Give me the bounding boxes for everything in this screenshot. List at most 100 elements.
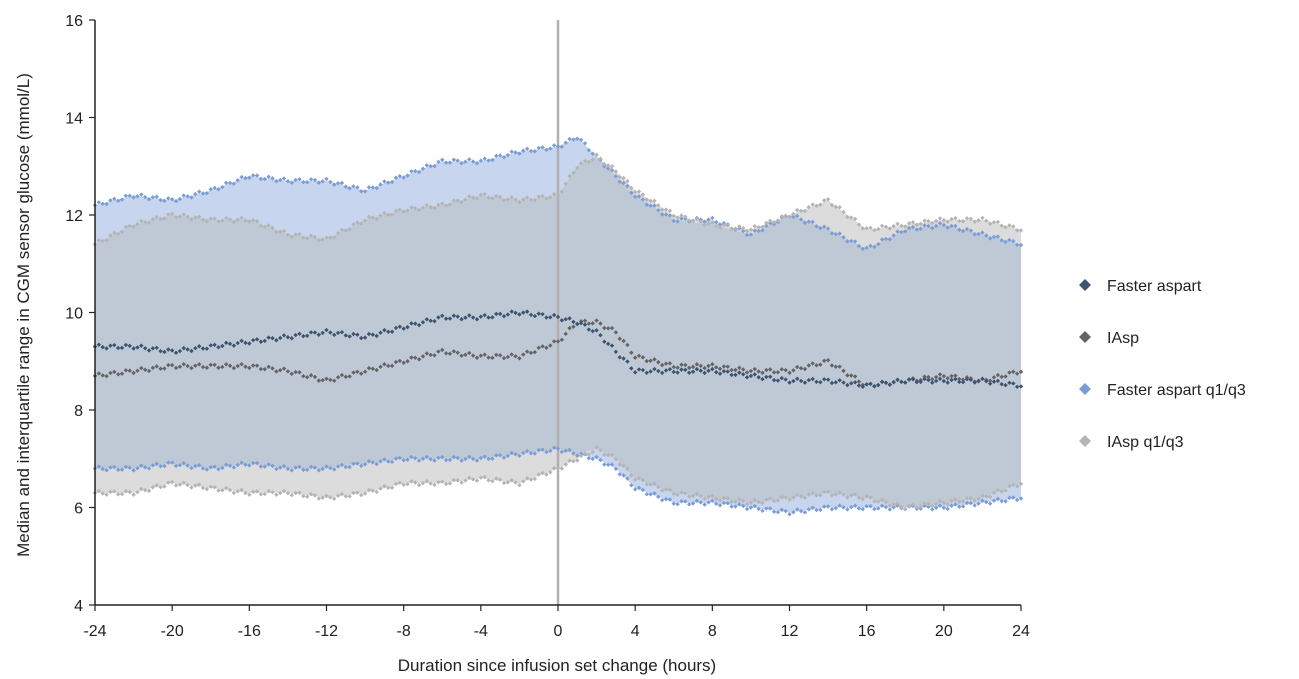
iasp-q1-point (787, 497, 792, 502)
faster-aspart-q1-point (694, 498, 700, 503)
faster-aspart-q1-point (960, 504, 966, 509)
faster-aspart-median-point (710, 366, 715, 372)
faster-aspart-q1-point (602, 462, 607, 467)
faster-aspart-median-point (362, 335, 368, 340)
faster-aspart-q1-point (119, 467, 125, 472)
iasp-median-point (756, 369, 761, 374)
iasp-q1-point (173, 483, 179, 488)
iasp-q3-point (139, 218, 144, 224)
faster-aspart-q3-point (841, 235, 846, 240)
iasp-q3-point (305, 236, 310, 241)
iasp-q1-point (698, 493, 703, 499)
faster-aspart-q3-point (173, 198, 179, 204)
faster-aspart-q1-point (636, 485, 642, 491)
faster-aspart-median-point (1007, 380, 1012, 385)
iasp-q1-point (957, 499, 962, 505)
faster-aspart-median-point (702, 370, 707, 376)
faster-aspart-q1-point (825, 504, 831, 509)
iasp-q1-point (737, 497, 742, 502)
iasp-q1-point (694, 491, 700, 497)
faster-aspart-q3-point (200, 191, 206, 196)
iasp-median-point (744, 370, 750, 375)
iasp-q1-point (254, 489, 260, 494)
faster-aspart-median-point (652, 366, 657, 372)
iasp-q1-point (609, 452, 615, 458)
iasp-q1-point (598, 448, 603, 453)
faster-aspart-q3-point (899, 229, 904, 235)
iasp-q3-point (482, 192, 487, 197)
iasp-q1-point (200, 485, 206, 491)
faster-aspart-median-point (216, 345, 221, 350)
iasp-q3-point (262, 224, 267, 230)
faster-aspart-q3-point (254, 173, 260, 178)
faster-aspart-q3-point (139, 192, 144, 197)
iasp-median-point (463, 352, 468, 357)
iasp-q3-point (324, 235, 329, 240)
faster-aspart-q1-point (270, 463, 275, 469)
faster-aspart-q3-point (667, 213, 673, 218)
faster-aspart-median-point (771, 377, 777, 383)
faster-aspart-q1-point (328, 465, 333, 471)
iasp-median-point (405, 359, 410, 364)
faster-aspart-q3-point (656, 207, 661, 213)
iasp-q3-point (316, 238, 321, 243)
iasp-q3-point (891, 223, 896, 229)
faster-aspart-q3-point (463, 159, 468, 164)
faster-aspart-q1-point (860, 506, 866, 512)
faster-aspart-q3-point (926, 223, 931, 229)
iasp-q3-point (463, 197, 468, 202)
iasp-q3-point (825, 197, 831, 202)
faster-aspart-median-point (332, 332, 337, 338)
faster-aspart-q1-point (517, 453, 522, 459)
iasp-q1-point (490, 478, 495, 484)
faster-aspart-q3-point (810, 219, 815, 225)
faster-aspart-q3-point (146, 197, 152, 202)
iasp-q1-point (586, 452, 592, 457)
iasp-median-point (713, 365, 719, 370)
iasp-median-point (278, 367, 283, 373)
faster-aspart-median-point (169, 348, 175, 353)
iasp-q1-point (864, 494, 869, 499)
iasp-median-point (158, 366, 163, 371)
iasp-q3-point (590, 157, 595, 162)
faster-aspart-q1-point (891, 505, 896, 510)
faster-aspart-q3-point (177, 196, 183, 202)
faster-aspart-median-point (717, 371, 723, 376)
faster-aspart-q1-point (308, 464, 314, 470)
faster-aspart-q1-point (702, 502, 707, 507)
faster-aspart-median-point (127, 343, 132, 349)
iasp-q3-point (297, 232, 302, 237)
faster-aspart-q1-point (640, 487, 646, 493)
faster-aspart-q1-point (667, 497, 673, 502)
faster-aspart-median-point (617, 355, 622, 360)
iasp-q3-point (775, 218, 781, 223)
iasp-q3-point (366, 214, 372, 220)
iasp-q1-point (308, 492, 314, 497)
iasp-q3-point (899, 223, 904, 229)
iasp-q3-point (567, 173, 572, 179)
legend-item: IAsp q1/q3 (1079, 434, 1184, 451)
faster-aspart-median-point (582, 322, 588, 327)
iasp-q3-point (632, 189, 638, 195)
faster-aspart-q3-point (632, 194, 638, 200)
iasp-q1-point (497, 477, 503, 482)
faster-aspart-q3-point (659, 212, 665, 217)
faster-aspart-q1-point (463, 456, 468, 462)
iasp-median-point (690, 364, 696, 370)
faster-aspart-q3-point (980, 230, 985, 235)
iasp-q1-point (378, 486, 383, 491)
iasp-q1-point (370, 488, 375, 493)
iasp-q1-point (96, 488, 102, 494)
faster-aspart-q3-point (636, 194, 642, 199)
iasp-q1-point (563, 462, 568, 467)
faster-aspart-q1-point (1011, 495, 1016, 500)
iasp-q1-point (706, 494, 711, 500)
faster-aspart-q1-point (490, 456, 495, 461)
iasp-median-point (1018, 369, 1024, 374)
legend-marker-icon (1079, 331, 1091, 343)
faster-aspart-q3-point (710, 215, 715, 221)
iasp-q1-point (578, 453, 584, 458)
iasp-q1-point (860, 496, 866, 502)
faster-aspart-q3-point (382, 179, 387, 184)
